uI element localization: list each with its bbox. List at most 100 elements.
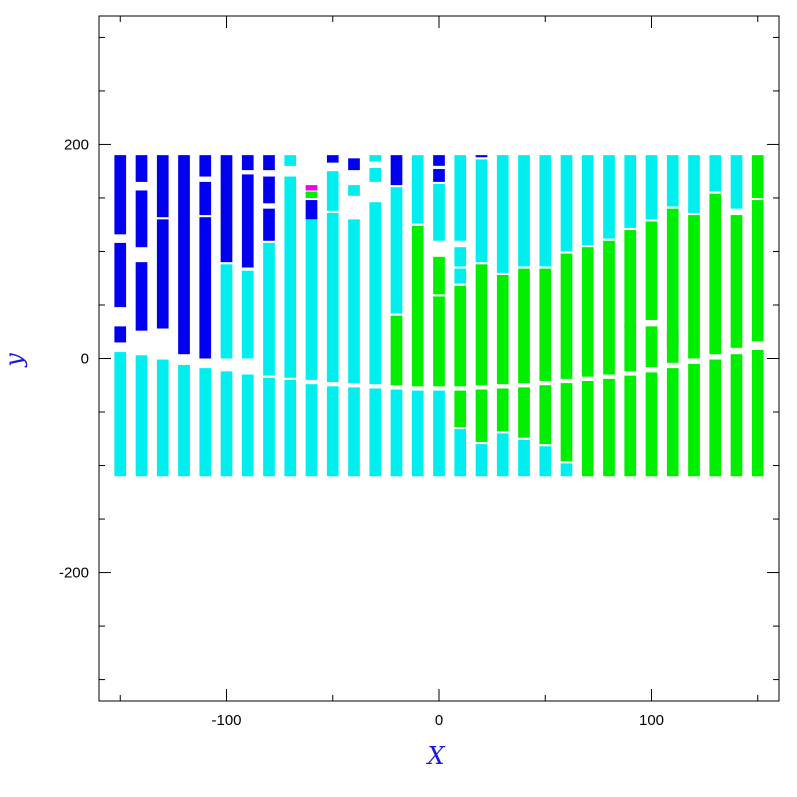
x-tick-label: 100 (639, 712, 664, 729)
strip-segment (624, 230, 637, 372)
strip-segment (220, 155, 233, 263)
strip (326, 155, 339, 477)
strip (496, 155, 509, 477)
strip (178, 155, 190, 477)
strip-segment (305, 200, 318, 220)
strip-segment (241, 155, 254, 171)
strip-segment (518, 387, 530, 438)
strip-segment (433, 256, 445, 295)
x-tick-label: -100 (211, 712, 241, 729)
strip-segment (751, 200, 764, 342)
strip-segment (326, 386, 339, 477)
strip-segment (284, 155, 297, 166)
strip-segment (666, 368, 679, 477)
strip-segment (114, 352, 127, 477)
strip-segment (454, 285, 467, 387)
x-axis-title: X (425, 742, 445, 770)
strip-segment (433, 169, 445, 182)
strip-segment (730, 354, 743, 477)
strip-segment (305, 185, 318, 191)
strip-segment (645, 155, 658, 220)
strip-segment (539, 155, 552, 267)
strip (305, 185, 318, 477)
strip-segment (199, 155, 212, 177)
strip-segment (263, 176, 275, 204)
strip-segment (135, 262, 148, 331)
strip-segment (454, 390, 467, 427)
strip (751, 155, 764, 477)
strip-segment (284, 379, 297, 477)
strip-segment (645, 372, 658, 477)
strip-segment (496, 433, 509, 477)
strip (709, 155, 722, 477)
strip-segment (666, 155, 679, 207)
strip-segment (688, 155, 700, 213)
strip-segment (241, 174, 254, 268)
strip-segment (135, 155, 148, 182)
strip-segment (454, 155, 467, 241)
strip-segment (178, 155, 190, 355)
strip-segment (560, 383, 573, 462)
strip-segment (730, 155, 743, 209)
strip-segment (539, 268, 552, 381)
strip-segment (433, 390, 445, 477)
strip-segment (411, 225, 424, 387)
strip-segment (518, 155, 530, 267)
x-tick-label: 0 (435, 712, 443, 729)
strip-segment (751, 349, 764, 477)
strip-segment (241, 374, 254, 477)
strip-segment (263, 242, 275, 376)
tick-labels: -100 0 100 -200 0 200 (59, 136, 664, 729)
strip-segment (496, 275, 509, 385)
strip-segment (709, 193, 722, 355)
y-tick-label: 200 (64, 136, 89, 153)
strip-segment (454, 429, 467, 477)
strip-segment (369, 155, 382, 162)
y-tick-label: -200 (59, 565, 89, 582)
strip (369, 155, 382, 477)
strip (475, 155, 488, 477)
strip-segment (156, 219, 169, 329)
strip-segment (603, 378, 615, 477)
strip (433, 155, 445, 477)
strip (645, 155, 658, 477)
strip-segment (581, 155, 594, 246)
strip-segment (284, 176, 297, 378)
strip-segment (390, 187, 403, 314)
strip-segment (475, 264, 488, 386)
strip-segment (496, 388, 509, 432)
strip-segment (199, 368, 212, 477)
strip-segment (369, 202, 382, 385)
strip-segment (666, 208, 679, 363)
strip (199, 155, 212, 477)
strip (156, 155, 169, 477)
strip (539, 155, 552, 477)
strip-segment (475, 444, 488, 477)
strip (581, 155, 594, 477)
strip-segment (305, 384, 318, 477)
strip-segment (390, 315, 403, 386)
strip-segment (199, 181, 212, 216)
strip-segment (624, 155, 637, 228)
strip-segment (390, 389, 403, 477)
strip-segment (135, 355, 148, 477)
strip-segment (305, 191, 318, 198)
y-tick-label: 0 (81, 351, 89, 368)
strip-segment (433, 184, 445, 241)
strip-segment (518, 439, 530, 477)
strip-segment (496, 155, 509, 273)
strip-segment (433, 155, 445, 166)
strip (135, 155, 148, 477)
strip-segment (560, 253, 573, 379)
strip-segment (326, 212, 339, 383)
strip-segment (241, 270, 254, 359)
strip-segment (199, 217, 212, 359)
strip-segment (348, 185, 360, 196)
strip-segment (560, 155, 573, 252)
strip (624, 155, 637, 477)
strip-segment (475, 389, 488, 442)
strip (688, 155, 700, 477)
ticks-layer (99, 16, 779, 701)
strip-segment (454, 268, 467, 284)
